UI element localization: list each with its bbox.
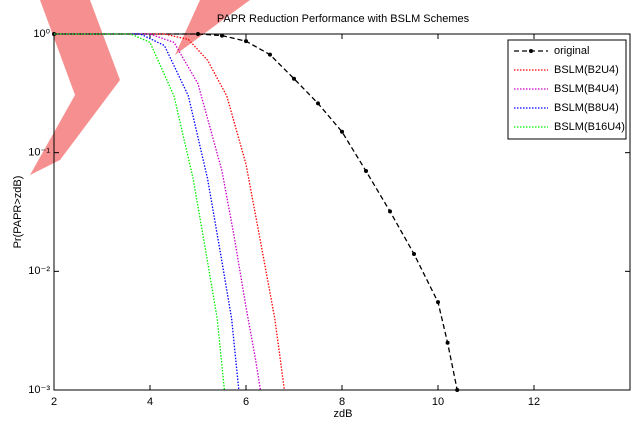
series-line — [54, 33, 286, 391]
chart-title: PAPR Reduction Performance with BSLM Sch… — [217, 13, 470, 25]
y-tick-label: 10⁰ — [33, 28, 50, 40]
data-point — [316, 101, 320, 106]
x-tick-label: 10 — [432, 396, 444, 408]
y-tick-label: 10⁻³ — [28, 384, 50, 396]
legend-box — [507, 39, 627, 140]
legend-marker — [529, 49, 533, 53]
series-line — [54, 33, 458, 391]
y-tick-label: 10⁻² — [28, 265, 50, 277]
x-tick-label: 4 — [147, 396, 153, 408]
y-tick-label: 10⁻¹ — [28, 147, 50, 159]
data-point — [412, 251, 416, 256]
data-point — [436, 300, 440, 305]
data-point — [445, 340, 450, 345]
legend-label: BSLM(B8U4) — [554, 102, 619, 114]
data-point — [364, 169, 368, 174]
data-point — [220, 33, 224, 38]
legend-label: BSLM(B2U4) — [554, 64, 619, 76]
x-axis-label: zdB — [334, 408, 353, 420]
x-tick-label: 12 — [528, 396, 540, 408]
legend-label: BSLM(B16U4) — [554, 121, 625, 133]
data-point — [292, 76, 296, 81]
data-point — [268, 52, 272, 57]
x-tick-label: 8 — [339, 396, 345, 408]
data-point — [388, 209, 392, 214]
data-point — [244, 39, 248, 44]
series-line — [54, 33, 240, 391]
data-point — [340, 129, 344, 134]
data-point — [196, 32, 200, 36]
watermark-stroke — [30, 0, 120, 175]
x-tick-label: 2 — [51, 396, 57, 408]
x-tick-label: 6 — [243, 396, 249, 408]
y-axis-label: Pr(PAPR>zdB) — [12, 176, 24, 249]
legend-label: BSLM(B4U4) — [554, 83, 619, 95]
legend-label: original — [554, 45, 589, 57]
data-point — [455, 388, 460, 392]
series-line — [54, 33, 226, 391]
watermark-stroke — [175, 0, 250, 55]
